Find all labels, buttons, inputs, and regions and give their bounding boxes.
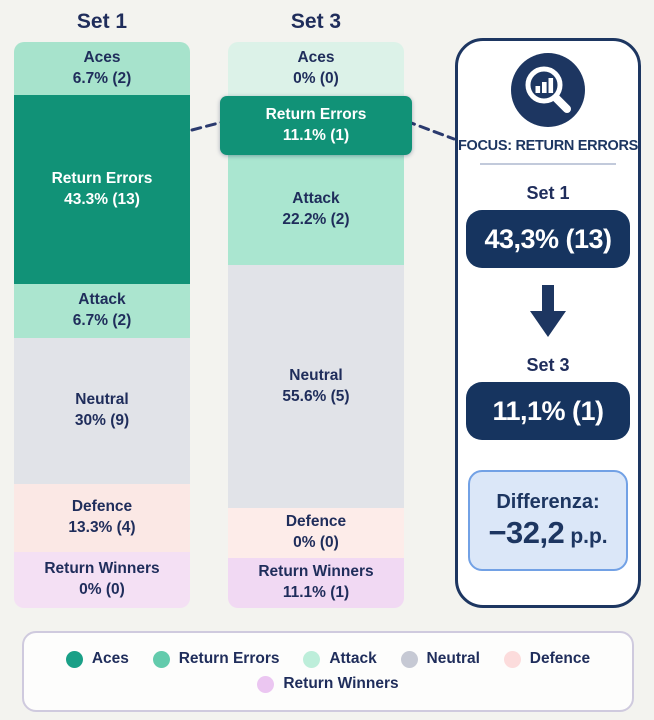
panel-set1-value-pill: 43,3% (13) bbox=[466, 210, 630, 268]
segment-value: 30% (9) bbox=[74, 412, 130, 429]
segment-value: 0% (0) bbox=[293, 534, 339, 551]
segment-label: Return Winners bbox=[258, 563, 374, 581]
segment-value: 0% (0) bbox=[79, 581, 125, 598]
segment-value: 6.7% (2) bbox=[72, 69, 132, 87]
segment-value: 6.7% (2) bbox=[72, 312, 132, 329]
attack-color-dot bbox=[303, 650, 321, 668]
legend-label: Return Errors bbox=[178, 650, 280, 667]
set3-segment-return-winners: Return Winners 11.1% (1) bbox=[228, 558, 404, 608]
set1-segment-aces: Aces 6.7% (2) bbox=[14, 42, 190, 95]
segment-value: 55.6% (5) bbox=[282, 387, 350, 405]
segment-value: 0% (0) bbox=[293, 70, 339, 87]
set3-segment-return-errors-highlighted: Return Errors 11.1% (1) bbox=[220, 96, 412, 155]
panel-divider bbox=[479, 163, 617, 165]
legend-label: Return Winners bbox=[283, 675, 399, 692]
segment-value: 13.3% (4) bbox=[68, 519, 136, 536]
legend-item-return-errors: Return Errors bbox=[152, 650, 280, 668]
segment-value: 43.3% (13) bbox=[64, 190, 140, 208]
segment-label: Defence bbox=[71, 498, 133, 516]
legend-item-aces: Aces bbox=[65, 650, 129, 668]
difference-label: Differenza: bbox=[496, 490, 600, 513]
difference-box: Differenza: −32,2 p.p. bbox=[468, 470, 628, 571]
panel-set3-label: Set 3 bbox=[526, 355, 570, 375]
set3-segment-defence: Defence 0% (0) bbox=[228, 508, 404, 558]
segment-label: Attack bbox=[292, 190, 340, 208]
neutral-color-dot bbox=[400, 650, 418, 668]
legend-item-defence: Defence bbox=[503, 650, 591, 668]
set3-column-title: Set 3 bbox=[290, 10, 342, 33]
segment-label: Neutral bbox=[75, 391, 129, 409]
segment-value: 22.2% (2) bbox=[282, 211, 350, 228]
segment-label: Aces bbox=[83, 48, 121, 66]
focus-panel-title: FOCUS: RETURN ERRORS bbox=[457, 138, 639, 154]
panel-set1-label: Set 1 bbox=[526, 183, 570, 203]
legend-label: Neutral bbox=[426, 650, 480, 667]
legend-item-neutral: Neutral bbox=[400, 650, 480, 668]
legend: Aces Return Errors Attack Neutral Defenc… bbox=[22, 631, 634, 712]
set3-stacked-bar: Aces 0% (0) Return Errors 11.1% (1) Atta… bbox=[220, 42, 412, 608]
return-errors-color-dot bbox=[152, 650, 170, 668]
return-winners-color-dot bbox=[257, 675, 275, 693]
set3-segment-attack: Attack 22.2% (2) bbox=[228, 155, 404, 265]
difference-unit: p.p. bbox=[570, 524, 608, 548]
difference-value: −32,2 bbox=[488, 514, 565, 550]
set1-segment-neutral: Neutral 30% (9) bbox=[14, 338, 190, 484]
segment-value: 11.1% (1) bbox=[282, 584, 350, 601]
magnifier-bar-chart-icon bbox=[511, 53, 585, 132]
segment-label: Aces bbox=[297, 49, 335, 67]
set3-segment-aces: Aces 0% (0) bbox=[228, 42, 404, 96]
segment-label: Neutral bbox=[289, 366, 343, 384]
set1-segment-return-errors: Return Errors 43.3% (13) bbox=[14, 95, 190, 284]
set1-segment-defence: Defence 13.3% (4) bbox=[14, 484, 190, 552]
legend-item-return-winners: Return Winners bbox=[257, 675, 399, 693]
legend-row-1: Aces Return Errors Attack Neutral Defenc… bbox=[24, 650, 632, 668]
set1-segment-return-winners: Return Winners 0% (0) bbox=[14, 552, 190, 608]
legend-row-2: Return Winners bbox=[24, 675, 632, 693]
segment-label: Defence bbox=[285, 513, 347, 531]
aces-color-dot bbox=[65, 650, 83, 668]
segment-value: 11.1% (1) bbox=[282, 126, 350, 144]
segment-label: Attack bbox=[78, 291, 126, 309]
set1-stacked-bar: Aces 6.7% (2) Return Errors 43.3% (13) A… bbox=[14, 42, 190, 608]
legend-label: Aces bbox=[91, 650, 129, 667]
panel-set3-value-pill: 11,1% (1) bbox=[466, 382, 630, 440]
focus-panel: FOCUS: RETURN ERRORS Set 1 43,3% (13) Se… bbox=[455, 38, 641, 608]
difference-value-row: −32,2 p.p. bbox=[488, 515, 607, 551]
set1-column-title: Set 1 bbox=[76, 10, 128, 33]
legend-item-attack: Attack bbox=[303, 650, 377, 668]
legend-label: Defence bbox=[529, 650, 591, 667]
segment-label: Return Errors bbox=[265, 105, 367, 123]
segment-label: Return Errors bbox=[51, 169, 153, 187]
set3-segment-neutral: Neutral 55.6% (5) bbox=[228, 265, 404, 508]
segment-label: Return Winners bbox=[44, 560, 160, 578]
defence-color-dot bbox=[503, 650, 521, 668]
legend-label: Attack bbox=[329, 650, 377, 667]
down-arrow-icon bbox=[528, 284, 568, 340]
set1-segment-attack: Attack 6.7% (2) bbox=[14, 284, 190, 338]
